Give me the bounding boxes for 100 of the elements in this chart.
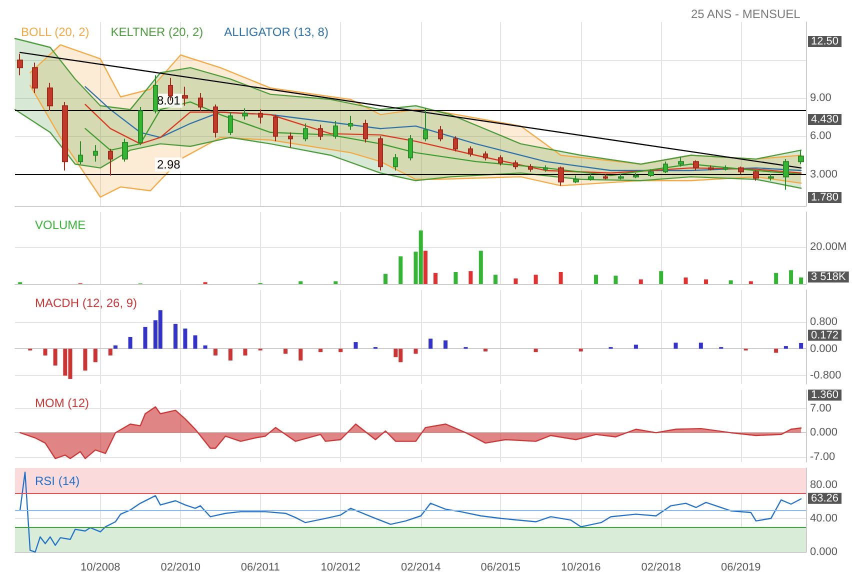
bar — [398, 256, 403, 284]
candlestick — [408, 134, 413, 161]
candlestick — [453, 136, 458, 152]
bar — [634, 344, 638, 349]
y-tick-label: 20.00M — [810, 241, 847, 254]
candlestick — [483, 150, 488, 161]
bar — [638, 279, 643, 284]
line-series — [84, 86, 802, 172]
candlestick — [423, 108, 428, 142]
text: MOM (12) — [35, 396, 90, 410]
candlestick — [198, 92, 203, 112]
x-tick-label: 06/2019 — [720, 562, 761, 574]
bar — [698, 342, 703, 349]
bar — [454, 272, 458, 284]
bar — [284, 348, 288, 354]
y-tick-label: 9.00 — [810, 92, 832, 104]
x-tick-label: 06/2011 — [240, 562, 280, 574]
y-tick-label: 6.00 — [810, 130, 832, 142]
candlestick — [678, 156, 684, 168]
ref-line-label: 2.98 — [157, 158, 181, 172]
bar — [468, 271, 473, 284]
bar — [514, 278, 518, 284]
candlestick — [228, 112, 233, 136]
x-tick-label: 02/2010 — [160, 562, 200, 574]
text: 63.26 — [811, 492, 839, 504]
candlestick — [378, 136, 383, 171]
x-tick-label: 02/2014 — [400, 562, 441, 574]
bar — [193, 335, 198, 349]
text: VOLUME — [35, 218, 86, 232]
bar — [728, 280, 733, 284]
candlestick — [138, 106, 143, 146]
bar — [143, 326, 148, 349]
bar — [784, 346, 788, 349]
bar — [594, 274, 598, 284]
text: 0.172 — [811, 329, 839, 342]
bar — [494, 274, 498, 284]
candlestick — [182, 86, 188, 106]
candlestick — [62, 101, 68, 171]
line-series — [20, 472, 802, 553]
text: 12.50 — [811, 36, 839, 48]
candlestick — [32, 62, 38, 94]
candlestick — [753, 170, 759, 182]
candlestick — [618, 174, 624, 180]
bar — [774, 348, 778, 353]
candlestick — [798, 150, 804, 165]
bar — [183, 328, 188, 349]
bar — [578, 348, 583, 352]
bar — [108, 348, 112, 356]
text: 1.360 — [811, 389, 839, 402]
line-series — [14, 108, 802, 189]
candlestick — [468, 146, 473, 158]
bar — [83, 348, 88, 371]
x-tick-label: 06/2015 — [480, 562, 520, 574]
candlestick — [213, 104, 218, 138]
candlestick — [273, 114, 278, 142]
candlestick — [348, 115, 353, 130]
candlestick — [363, 119, 368, 144]
text: RSI (14) — [35, 474, 80, 488]
text: KELTNER (20, 2) — [110, 25, 204, 39]
candlestick — [738, 166, 744, 175]
y-tick-label: 3.000 — [810, 168, 838, 180]
candlestick — [573, 175, 579, 184]
bar — [558, 272, 563, 284]
bar — [298, 281, 303, 284]
candlestick — [242, 108, 248, 120]
bar — [43, 348, 48, 356]
bar — [483, 348, 488, 352]
candlestick — [558, 166, 564, 186]
candlestick — [303, 123, 308, 142]
bar — [174, 324, 178, 349]
y-tick-label: -0.800 — [810, 370, 842, 382]
candlestick — [603, 174, 608, 180]
bar — [428, 338, 433, 349]
candlestick — [47, 82, 53, 112]
bar — [444, 340, 448, 349]
ref-line-label: 8.01 — [157, 94, 181, 108]
bar — [799, 342, 804, 349]
candlestick — [663, 161, 668, 174]
bar — [789, 270, 794, 284]
candlestick — [288, 132, 293, 148]
y-tick-label: 7.00 — [810, 402, 832, 415]
bar — [674, 342, 678, 349]
bar — [298, 348, 303, 360]
candlestick — [153, 74, 158, 114]
candlestick — [318, 124, 323, 141]
candlestick — [708, 164, 714, 171]
candlestick — [693, 160, 699, 171]
bar — [414, 348, 418, 354]
text: 3 518K — [811, 271, 847, 284]
candlestick — [768, 174, 774, 182]
candlestick — [633, 172, 639, 179]
line-series — [30, 84, 802, 198]
candlestick — [333, 120, 338, 140]
candlestick — [393, 153, 398, 171]
candlestick — [438, 126, 443, 142]
y-tick-label: 80.00 — [810, 478, 838, 491]
bar — [243, 348, 248, 356]
bar — [93, 348, 98, 362]
bar — [748, 281, 753, 284]
candlestick — [588, 174, 594, 182]
